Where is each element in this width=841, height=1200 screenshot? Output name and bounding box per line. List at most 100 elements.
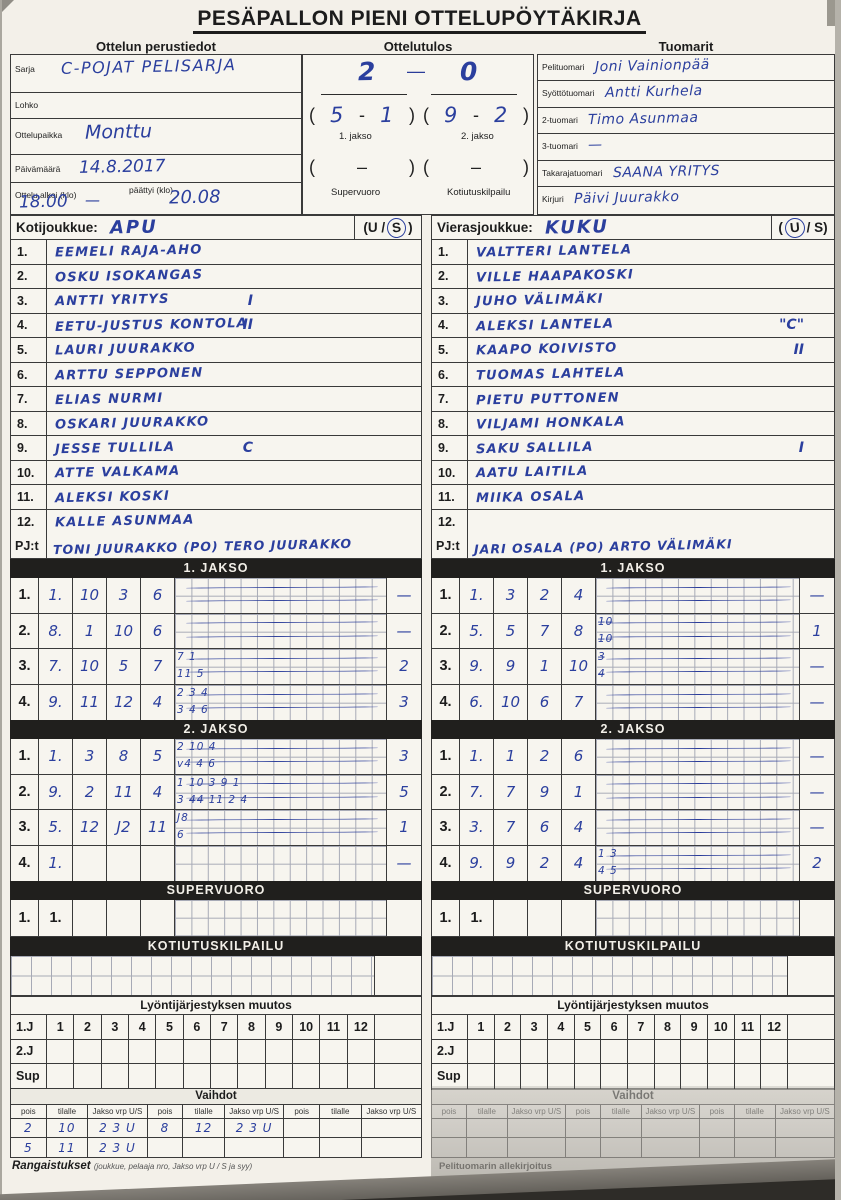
scoring-row: 4. 6. 10 6 7 — [432,684,834,720]
batting-col-number: 12 [761,1015,788,1040]
row-number: 4. [432,845,460,881]
scoring-row: 2. 5. 5 7 8 1̶0̶ 1̶0̶ 1 [432,613,834,649]
player-number: 12. [11,510,47,535]
small-notes-bottom: v4 4 6 [177,758,216,770]
batting-col-number: 4 [547,1015,575,1040]
away-total-line [431,94,517,95]
home-pj-names: TONI JUURAKKO (PO) TERO JUURAKKO [52,535,353,557]
result-box: 2 — 0 ( 5 - 1 ) ( 9 - 2 ) 1. jakso 2. ja… [302,54,534,215]
runs-cell: — [396,621,412,640]
play-cell: 4 [562,845,596,881]
player-name: VILJAMI HONKALA [475,414,626,433]
play-cell: 8 [562,613,596,648]
runs-cell: — [396,586,412,605]
player-number: 6. [432,362,468,388]
play-cell: 7 [562,684,596,720]
small-notes-bottom: 6 [177,829,185,841]
row-number: 1. [11,739,39,774]
player-number: 3. [432,289,468,314]
field-sarja: Sarja C-POJAT PELISARJA [11,55,301,93]
away-super-row: 1. 1. [431,900,835,937]
player-mark: C [242,440,253,457]
away-kotiutus-bar: KOTIUTUSKILPAILU [431,937,835,956]
home-batting-change-title: Lyöntijärjestyksen muutos [10,996,422,1014]
home-substitutions-title: Vaihdot [10,1088,422,1104]
aika-dash: — [85,191,100,209]
play-cell: 5 [107,649,141,684]
sub-jakso: 2 3 U [224,1119,285,1138]
referee-name: SAANA YRITYS [612,162,721,181]
home-jakso1-table: 1. 1. 10 3 6 — 2. 8. 1 10 6 [10,578,422,721]
signature-label: Pelituomarin allekirjoitus [439,1161,552,1172]
batting-col-number: 2 [74,1015,102,1040]
fine-grid: 2 10 4 v4 4 6 [175,739,387,774]
fine-grid: 7 1 11 5 [175,649,387,684]
play-cell [73,845,107,881]
referee-row: 2-tuomari Timo Asunmaa [538,108,834,135]
small-notes-top: 2 10 4 [177,741,217,753]
player-name: ALEKSI KOSKI [54,488,171,506]
batting-col-number: 10 [707,1015,735,1040]
fine-grid [175,900,387,936]
play-cell: 1 [494,739,528,774]
play-cell: 4 [141,774,175,809]
player-name: OSKARI JUURAKKO [54,414,210,433]
player-number: 4. [11,313,47,339]
referee-label: Syöttötuomari [542,88,595,99]
player-name: VALTTERI LANTELA [475,242,633,261]
referee-label: 2-tuomari [542,114,578,125]
runs-cell: 1 [399,818,409,837]
paivamaara-label: Päivämäärä [15,164,61,174]
sub-jakso: 2 3 U [88,1138,148,1157]
play-cell [107,845,141,881]
runs-cell: — [809,693,825,712]
play-cell: 4 [562,810,596,845]
small-notes-bottom: 4 5 [598,864,618,877]
sub-in: 12 [183,1119,225,1138]
away-batting-change-title: Lyöntijärjestyksen muutos [431,996,835,1014]
batter-number: 1. [39,578,73,613]
referee-label: Takarajatuomari [542,167,603,178]
sub-in: 10 [46,1119,89,1138]
scoring-row: 4. 1. — [11,845,421,881]
runs-cell: — [809,586,825,605]
play-cell: 1 [562,774,596,809]
play-cell: 10 [107,613,141,648]
home-jakso2-bar: 2. JAKSO [10,720,422,739]
scoring-row: 2. 9. 2 11 4 1 10 3 9 1 3 4̶4̶ 11 2 4 5 [11,774,421,810]
away-substitutions-title: Vaihdot [431,1088,835,1104]
scoring-row: 3. 5. 12 J2 11 J8 6 1 [11,810,421,846]
runs-cell: 2 [812,854,822,873]
away-team-bar: Vierasjoukkue: KUKU ( U / S) [431,215,835,240]
scoring-row: 3. 9. 9 1 10 3̶ 4̶ — [432,649,834,685]
batting-col-number: 7 [211,1015,239,1040]
fine-grid [596,774,800,809]
row-1j-label: 1.J [432,1015,468,1040]
player-number: 3. [11,289,47,314]
play-cell: 11 [107,774,141,809]
row-2j-label: 2.J [11,1039,47,1065]
play-cell: 1 [528,649,562,684]
field-aika: Ottelu alkoi (klo) päättyi (klo) 18.00 —… [11,183,301,214]
player-mark: II [242,317,253,334]
player-number: 7. [11,387,47,412]
player-number: 1. [432,240,468,265]
batting-col-number: 3 [521,1015,548,1040]
play-cell: 7 [494,810,528,845]
player-name: MIIKA OSALA [475,488,586,506]
fine-grid: 2 3 4 3 4 6 [175,684,387,720]
play-cell: 5 [141,739,175,774]
player-number: 8. [432,411,468,437]
fine-grid [596,684,800,720]
player-name: VILLE HAAPAKOSKI [475,267,635,286]
play-cell: 2 [528,578,562,613]
home-us-circled: S [386,216,408,239]
field-paivamaara: Päivämäärä 14.8.2017 [11,155,301,183]
row-number: 3. [432,810,460,845]
batting-col-number: 9 [265,1015,293,1040]
basics-box: Sarja C-POJAT PELISARJA Lohko Ottelupaik… [10,54,302,215]
scoring-row: 1. 1. 1 2 6 — [432,739,834,775]
referee-row: Kirjuri Päivi Juurakko [538,187,834,213]
batter-number: 1. [39,739,73,774]
